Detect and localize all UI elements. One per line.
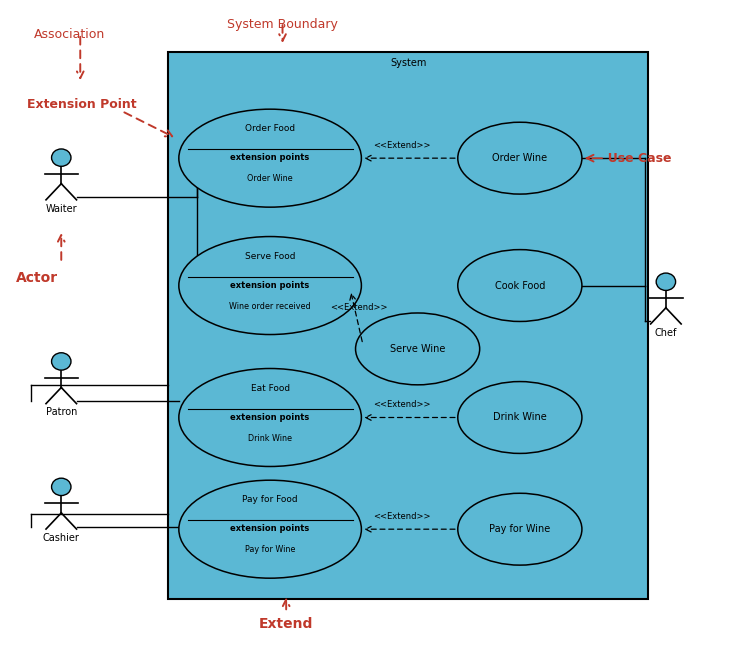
Text: Pay for Wine: Pay for Wine [245, 545, 295, 554]
Text: — Use Case: — Use Case [592, 152, 672, 165]
Text: Association: Association [34, 28, 106, 41]
Text: <<Extend>>: <<Extend>> [373, 400, 430, 409]
Text: Pay for Wine: Pay for Wine [489, 524, 550, 534]
Text: Serve Wine: Serve Wine [390, 344, 446, 354]
Ellipse shape [179, 109, 361, 207]
Text: Actor: Actor [16, 270, 58, 285]
Ellipse shape [458, 250, 582, 321]
Text: Eat Food: Eat Food [251, 384, 290, 392]
Text: extension points: extension points [230, 153, 310, 162]
Text: Patron: Patron [45, 407, 77, 417]
Ellipse shape [356, 313, 479, 385]
Text: extension points: extension points [230, 281, 310, 289]
Ellipse shape [51, 149, 71, 167]
Text: Drink Wine: Drink Wine [248, 434, 292, 443]
Ellipse shape [458, 493, 582, 565]
Text: System Boundary: System Boundary [227, 18, 338, 31]
Text: Drink Wine: Drink Wine [493, 413, 547, 422]
Text: Extend: Extend [259, 617, 314, 630]
Ellipse shape [179, 369, 361, 466]
Text: Cook Food: Cook Food [495, 281, 545, 291]
Ellipse shape [51, 478, 71, 495]
Text: Serve Food: Serve Food [245, 252, 295, 260]
Bar [168, 52, 649, 599]
Ellipse shape [656, 273, 676, 291]
Text: Cashier: Cashier [43, 533, 80, 543]
Text: Wine order received: Wine order received [229, 302, 311, 311]
Text: Extension Point: Extension Point [27, 98, 136, 111]
Ellipse shape [51, 353, 71, 370]
Ellipse shape [458, 382, 582, 453]
Text: Order Wine: Order Wine [247, 174, 293, 183]
Text: extension points: extension points [230, 413, 310, 422]
Text: Chef: Chef [655, 328, 677, 338]
Ellipse shape [458, 122, 582, 194]
Text: <<Extend>>: <<Extend>> [373, 140, 430, 150]
Text: Pay for Food: Pay for Food [243, 495, 298, 504]
Text: <<Extend>>: <<Extend>> [331, 302, 388, 312]
Ellipse shape [179, 480, 361, 578]
Text: extension points: extension points [230, 524, 310, 533]
Text: System: System [390, 58, 427, 68]
Text: Order Wine: Order Wine [493, 153, 548, 163]
Text: Order Food: Order Food [245, 124, 295, 133]
Text: <<Extend>>: <<Extend>> [373, 512, 430, 521]
Text: Waiter: Waiter [45, 203, 77, 214]
Ellipse shape [179, 237, 361, 335]
